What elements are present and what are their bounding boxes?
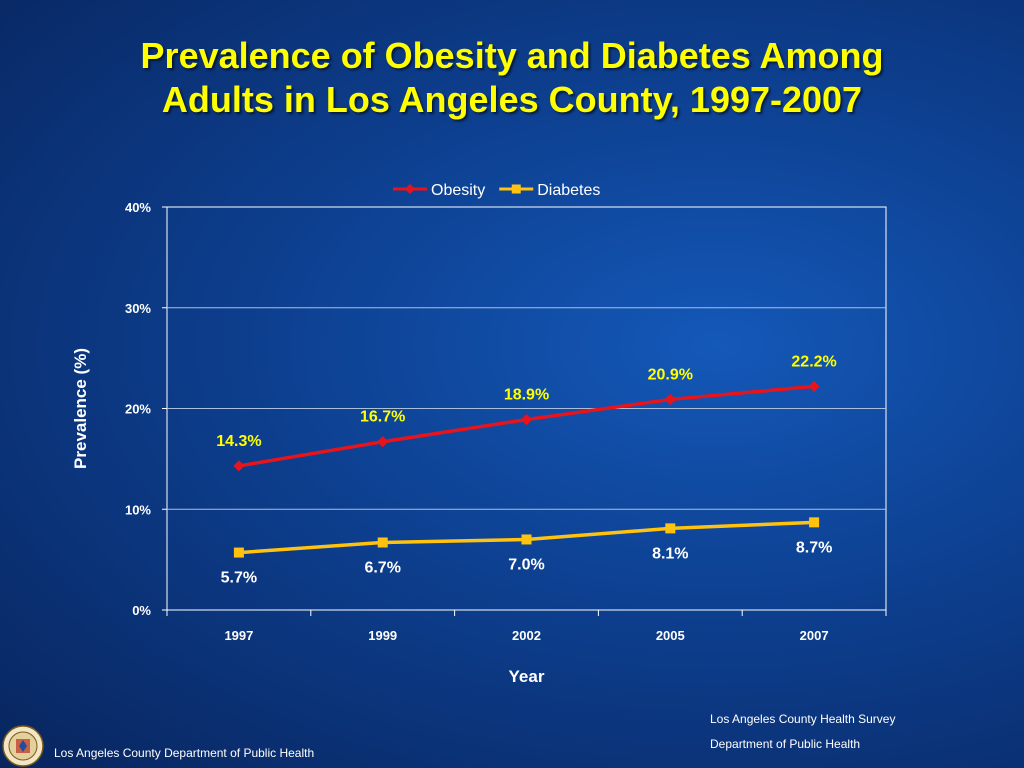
line-chart: 0% 10% 20% 30% 40% 1997 1999 2002 2005 2007 Year Pr… bbox=[71, 182, 886, 686]
diabetes-data-label: 5.7% bbox=[221, 570, 257, 587]
obesity-data-label: 14.3% bbox=[216, 433, 261, 450]
y-tick-label: 40% bbox=[125, 200, 151, 215]
y-tick-label: 10% bbox=[125, 502, 151, 517]
page-title: Prevalence of Obesity and Diabetes Among… bbox=[0, 34, 1024, 122]
obesity-data-label: 20.9% bbox=[648, 366, 693, 383]
diabetes-data-label: 7.0% bbox=[508, 556, 544, 573]
source-line-2: Department of Public Health bbox=[710, 737, 861, 751]
obesity-point bbox=[808, 380, 820, 392]
diabetes-point bbox=[233, 547, 244, 558]
obesity-data-label: 16.7% bbox=[360, 409, 405, 426]
legend-marker-obesity bbox=[405, 184, 415, 194]
diabetes-data-label: 8.7% bbox=[796, 539, 832, 556]
source-note: Los Angeles County Health Survey Departm… bbox=[710, 707, 895, 757]
diabetes-point bbox=[809, 517, 820, 528]
obesity-point bbox=[521, 414, 532, 426]
x-tick-label: 2005 bbox=[656, 628, 685, 643]
y-axis-title: Prevalence (%) bbox=[71, 348, 90, 469]
source-line-1: Los Angeles County Health Survey bbox=[710, 712, 896, 726]
x-axis-title: Year bbox=[509, 667, 545, 686]
footer-department: Los Angeles County Department of Public … bbox=[54, 746, 315, 760]
legend-label-obesity: Obesity bbox=[431, 182, 485, 199]
diabetes-data-label: 8.1% bbox=[652, 545, 688, 562]
y-tick-label: 30% bbox=[125, 301, 151, 316]
county-seal-icon bbox=[2, 725, 44, 767]
x-tick-label: 1999 bbox=[368, 628, 397, 643]
obesity-data-label: 18.9% bbox=[504, 387, 549, 404]
diabetes-data-label: 6.7% bbox=[364, 559, 400, 576]
obesity-point bbox=[377, 436, 389, 448]
legend-marker-diabetes bbox=[511, 184, 521, 194]
x-tick-label: 1997 bbox=[224, 628, 253, 643]
title-line-2: Adults in Los Angeles County, 1997-2007 bbox=[161, 79, 863, 120]
legend-label-diabetes: Diabetes bbox=[537, 182, 600, 199]
obesity-point bbox=[664, 393, 676, 405]
title-line-1: Prevalence of Obesity and Diabetes Among bbox=[140, 35, 884, 76]
x-tick-label: 2002 bbox=[512, 628, 541, 643]
diabetes-point bbox=[521, 534, 532, 545]
y-tick-label: 0% bbox=[132, 603, 151, 618]
y-tick-label: 20% bbox=[125, 402, 151, 417]
x-tick-label: 2007 bbox=[800, 628, 829, 643]
diabetes-point bbox=[665, 523, 676, 534]
obesity-data-label: 22.2% bbox=[791, 353, 836, 370]
obesity-point bbox=[233, 460, 245, 472]
diabetes-point bbox=[377, 537, 388, 548]
